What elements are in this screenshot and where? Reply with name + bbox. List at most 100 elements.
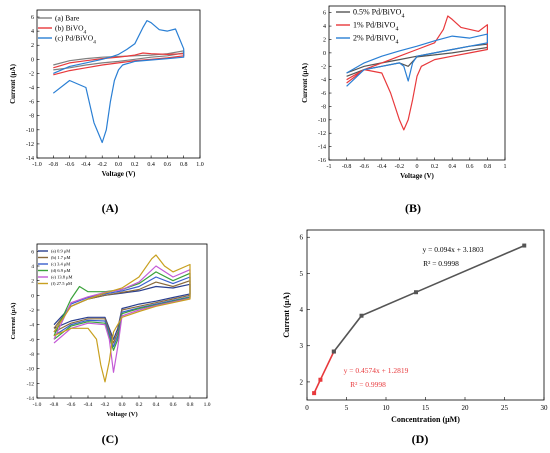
x-tick-label: -0.6 <box>67 402 76 408</box>
legend-label: 1% Pd/BiVO4 <box>353 21 398 33</box>
data-point <box>359 313 364 318</box>
x-tick-label: 1.0 <box>204 402 211 408</box>
data-point <box>312 391 317 396</box>
series-line-3 <box>52 20 185 144</box>
panel-label: (A) <box>102 201 119 215</box>
x-tick-label: 0.6 <box>466 164 474 170</box>
x-tick-label: 0.8 <box>180 162 188 168</box>
fit-low-r2: R² = 0.9998 <box>350 380 386 389</box>
y-tick-label: 0 <box>31 293 34 299</box>
y-tick-label: 4 <box>31 29 34 35</box>
x-tick-label: 25 <box>501 404 509 412</box>
y-tick-label: -6 <box>321 91 326 97</box>
x-tick-label: -0.2 <box>395 164 405 170</box>
y-tick-label: 2 <box>31 279 34 285</box>
legend-label: (a) Bare <box>55 14 80 23</box>
y-tick-label: 0 <box>323 51 326 57</box>
y-tick-label: -12 <box>26 142 34 148</box>
series-line-3 <box>53 276 191 348</box>
x-axis-label: Voltage (V) <box>102 170 136 178</box>
x-tick-label: -0.6 <box>65 162 75 168</box>
y-tick-label: 5 <box>300 270 304 278</box>
x-tick-label: 0.4 <box>147 162 155 168</box>
y-tick-label: 6 <box>31 249 34 255</box>
y-tick-label: -10 <box>318 118 326 124</box>
x-tick-label: 30 <box>541 404 549 412</box>
legend-label: (b) BiVO4 <box>55 24 87 36</box>
legend-label: (f) 27.5 μM <box>51 281 72 286</box>
x-tick-label: -1 <box>327 164 332 170</box>
x-tick-label: 0.2 <box>131 162 139 168</box>
y-tick-label: 3 <box>300 342 304 350</box>
x-tick-label: 5 <box>345 404 349 412</box>
fit-line-2 <box>333 244 525 352</box>
x-tick-label: 0.4 <box>448 164 456 170</box>
y-tick-label: -2 <box>321 64 326 70</box>
panel-label: (B) <box>405 201 421 215</box>
x-tick-label: 0.0 <box>119 402 126 408</box>
x-tick-label: 10 <box>383 404 391 412</box>
y-tick-label: -12 <box>318 131 326 137</box>
x-tick-label: 0.2 <box>136 402 143 408</box>
fit-high-r2: R² = 0.9998 <box>423 259 459 268</box>
plot-frame <box>306 229 545 401</box>
legend-label: (c) Pd/BiVO4 <box>55 34 96 46</box>
x-tick-label: -0.4 <box>377 164 387 170</box>
y-tick-label: -10 <box>26 128 34 134</box>
x-tick-label: 0.6 <box>170 402 177 408</box>
x-tick-label: 0 <box>416 164 419 170</box>
series-line-3 <box>346 33 488 87</box>
y-axis-label: Current (μA) <box>9 63 17 103</box>
x-tick-label: 15 <box>422 404 430 412</box>
panel-d: 0 5 10 15 20 25 30 6 5 4 3 2 Concentration (μM) Curre… <box>282 229 549 446</box>
legend-label: (b) 1.7 μM <box>51 255 71 260</box>
y-tick-label: -6 <box>29 100 34 106</box>
y-axis-label: Current (μA) <box>282 292 291 338</box>
panel-label: (C) <box>102 432 119 446</box>
y-tick-label: 0 <box>31 57 34 63</box>
data-point <box>318 377 323 382</box>
fit-low-equation: y = 0.4574x + 1.2819 <box>344 366 409 375</box>
panel-a: -1.0 -0.8 -0.6 -0.4 -0.2 0.0 0.2 0.4 0.6 0.8 1.0 6 4… <box>9 9 204 215</box>
x-tick-label: 0.6 <box>164 162 172 168</box>
x-tick-label: -0.8 <box>342 164 352 170</box>
x-tick-label: -0.2 <box>101 402 110 408</box>
x-tick-label: -0.8 <box>49 162 59 168</box>
y-tick-label: -6 <box>29 337 34 343</box>
series-line-6 <box>53 254 191 383</box>
legend-label: 2% Pd/BiVO4 <box>353 34 398 46</box>
y-tick-label: 4 <box>323 24 326 30</box>
x-axis-label: Voltage (V) <box>400 172 434 180</box>
x-tick-label: -0.4 <box>84 402 93 408</box>
y-axis-label: Current (μA) <box>301 62 309 102</box>
y-tick-label: 4 <box>300 306 304 314</box>
x-tick-label: 1.0 <box>196 162 204 168</box>
y-tick-label: 2 <box>323 37 326 43</box>
panel-c: -1.0 -0.8 -0.6 -0.4 -0.2 0.0 0.2 0.4 0.6 0.8 1.0 6 4… <box>10 243 211 446</box>
fit-line-1 <box>313 351 335 394</box>
y-tick-label: -16 <box>318 158 326 164</box>
y-tick-label: 2 <box>300 378 304 386</box>
x-tick-label: 0.4 <box>153 402 160 408</box>
x-tick-label: -0.4 <box>81 162 91 168</box>
x-tick-label: -1.0 <box>33 402 42 408</box>
fit-high-equation: y = 0.094x + 3.1803 <box>423 245 484 254</box>
panel-label: (D) <box>412 432 429 446</box>
y-tick-label: -8 <box>29 114 34 120</box>
x-tick-label: -1.0 <box>32 162 42 168</box>
y-tick-label: -14 <box>26 156 34 162</box>
series-line-2 <box>53 280 191 344</box>
series-line-2 <box>346 15 488 131</box>
legend-label: 0.5% Pd/BiVO4 <box>353 8 404 20</box>
y-tick-label: 6 <box>31 15 34 21</box>
y-tick-label: 4 <box>31 264 34 270</box>
y-tick-label: -4 <box>29 323 34 329</box>
legend-label: (e) 13.8 μM <box>51 275 73 280</box>
x-tick-label: 0.2 <box>431 164 439 170</box>
legend-label: (a) 0.9 μM <box>51 249 70 254</box>
y-axis-label: Current (μA) <box>10 303 17 340</box>
x-tick-label: 0 <box>305 404 309 412</box>
y-tick-label: -4 <box>321 78 326 84</box>
legend-label: (c) 3.4 μM <box>51 262 70 267</box>
